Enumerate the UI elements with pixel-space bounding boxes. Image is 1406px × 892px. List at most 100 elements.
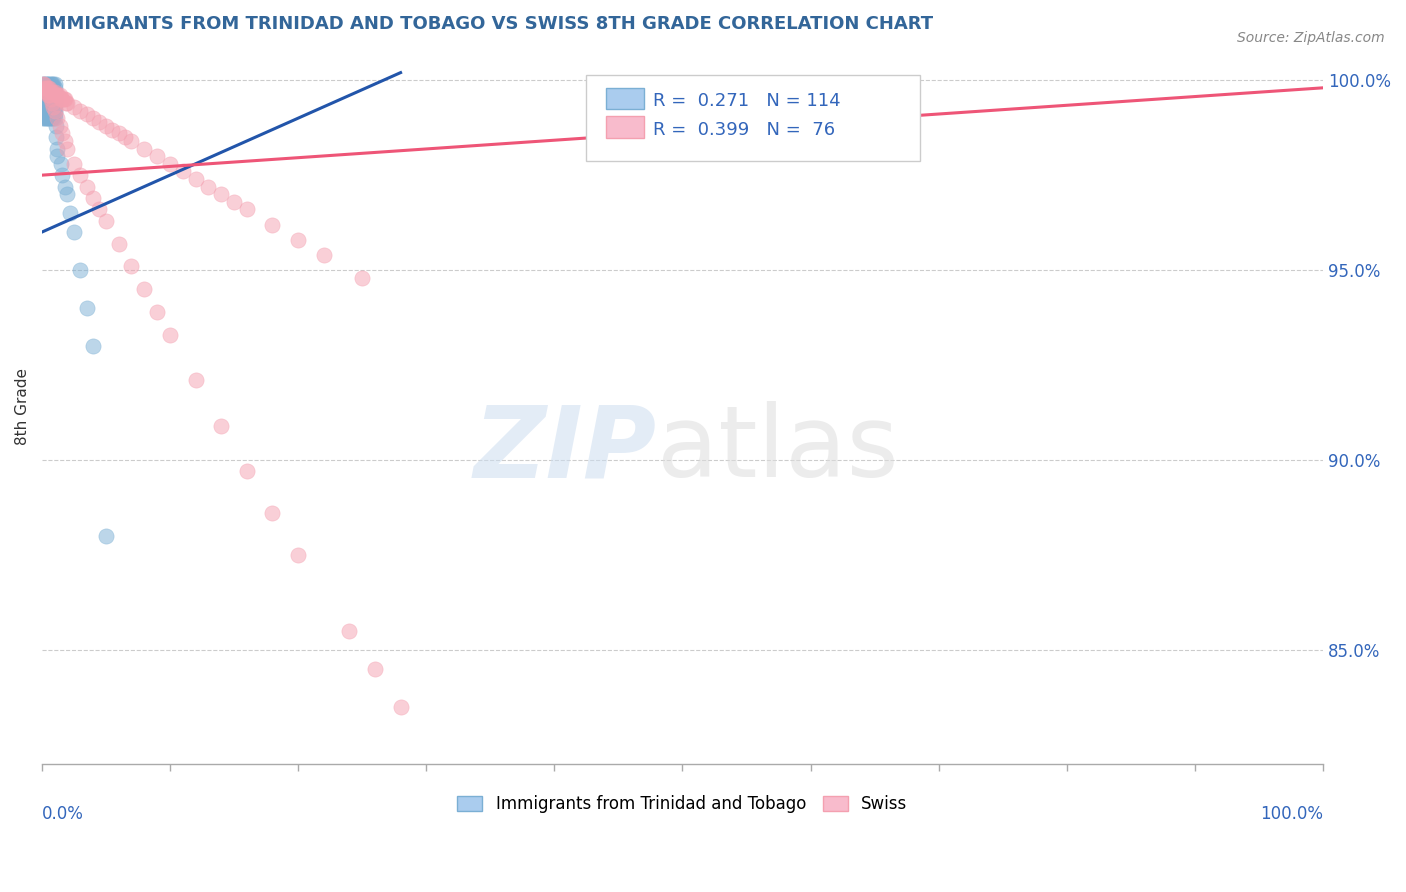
Point: [35, 103, 58, 118]
Text: R =  0.271   N = 114: R = 0.271 N = 114: [652, 92, 841, 110]
Point: [38, 92, 60, 106]
Point: [134, 282, 156, 296]
Point: [38, 88, 60, 103]
Point: [37, 77, 59, 91]
Point: [37, 80, 59, 95]
Point: [38, 100, 60, 114]
Point: [39, 100, 62, 114]
Point: [44, 77, 66, 91]
Point: [34, 80, 56, 95]
Point: [39, 112, 62, 126]
Point: [34, 112, 56, 126]
Point: [38, 112, 60, 126]
Point: [82, 339, 104, 353]
Point: [44, 107, 66, 121]
Point: [34, 107, 56, 121]
Point: [34, 85, 56, 99]
Point: [34, 77, 56, 91]
Point: [262, 218, 284, 232]
Text: 100.0%: 100.0%: [1260, 805, 1323, 823]
Point: [53, 92, 76, 106]
Point: [44, 112, 66, 126]
Point: [197, 179, 219, 194]
Point: [32, 95, 55, 110]
Point: [37, 88, 59, 103]
Point: [184, 373, 207, 387]
Text: atlas: atlas: [657, 401, 898, 498]
FancyBboxPatch shape: [586, 75, 920, 161]
Point: [35, 88, 58, 103]
Point: [262, 506, 284, 520]
Point: [42, 88, 65, 103]
Point: [134, 142, 156, 156]
Point: [34, 80, 56, 95]
Point: [45, 130, 67, 145]
Point: [32, 103, 55, 118]
Point: [39, 80, 62, 95]
Point: [236, 464, 259, 478]
Point: [42, 103, 65, 118]
Point: [76, 107, 98, 121]
Point: [52, 92, 75, 106]
Point: [37, 85, 59, 99]
Point: [42, 92, 65, 106]
Point: [121, 134, 143, 148]
Point: [42, 100, 65, 114]
Point: [42, 77, 65, 91]
Point: [46, 142, 69, 156]
Point: [94, 119, 117, 133]
Point: [37, 100, 59, 114]
Point: [337, 624, 360, 638]
Point: [38, 95, 60, 110]
Point: [32, 77, 55, 91]
Point: [69, 263, 91, 277]
Point: [53, 134, 76, 148]
Point: [63, 225, 86, 239]
Point: [41, 100, 63, 114]
Point: [44, 92, 66, 106]
Point: [42, 85, 65, 99]
Point: [35, 85, 58, 99]
Point: [51, 127, 73, 141]
Point: [38, 80, 60, 95]
Point: [34, 77, 56, 91]
Point: [63, 100, 86, 114]
Point: [42, 95, 65, 110]
Point: [59, 206, 82, 220]
Point: [34, 85, 56, 99]
Point: [82, 112, 104, 126]
Point: [49, 157, 72, 171]
Point: [34, 80, 56, 95]
Text: ZIP: ZIP: [474, 401, 657, 498]
Point: [32, 85, 55, 99]
Point: [41, 77, 63, 91]
Point: [364, 662, 387, 676]
Point: [34, 100, 56, 114]
Point: [32, 107, 55, 121]
Y-axis label: 8th Grade: 8th Grade: [15, 368, 30, 445]
Point: [44, 103, 66, 118]
Point: [41, 107, 63, 121]
Point: [159, 327, 181, 342]
Point: [114, 130, 136, 145]
Point: [184, 172, 207, 186]
Point: [41, 85, 63, 99]
Point: [39, 88, 62, 103]
Point: [44, 103, 66, 118]
Point: [69, 103, 91, 118]
Point: [34, 80, 56, 95]
Point: [34, 100, 56, 114]
Point: [287, 548, 309, 562]
Point: [56, 187, 79, 202]
Point: [34, 85, 56, 99]
Point: [37, 92, 59, 106]
Point: [32, 88, 55, 103]
Point: [37, 88, 59, 103]
Point: [38, 107, 60, 121]
Text: 0.0%: 0.0%: [42, 805, 84, 823]
Point: [55, 95, 77, 110]
Point: [34, 103, 56, 118]
Point: [39, 85, 62, 99]
Point: [42, 80, 65, 95]
Point: [41, 112, 63, 126]
